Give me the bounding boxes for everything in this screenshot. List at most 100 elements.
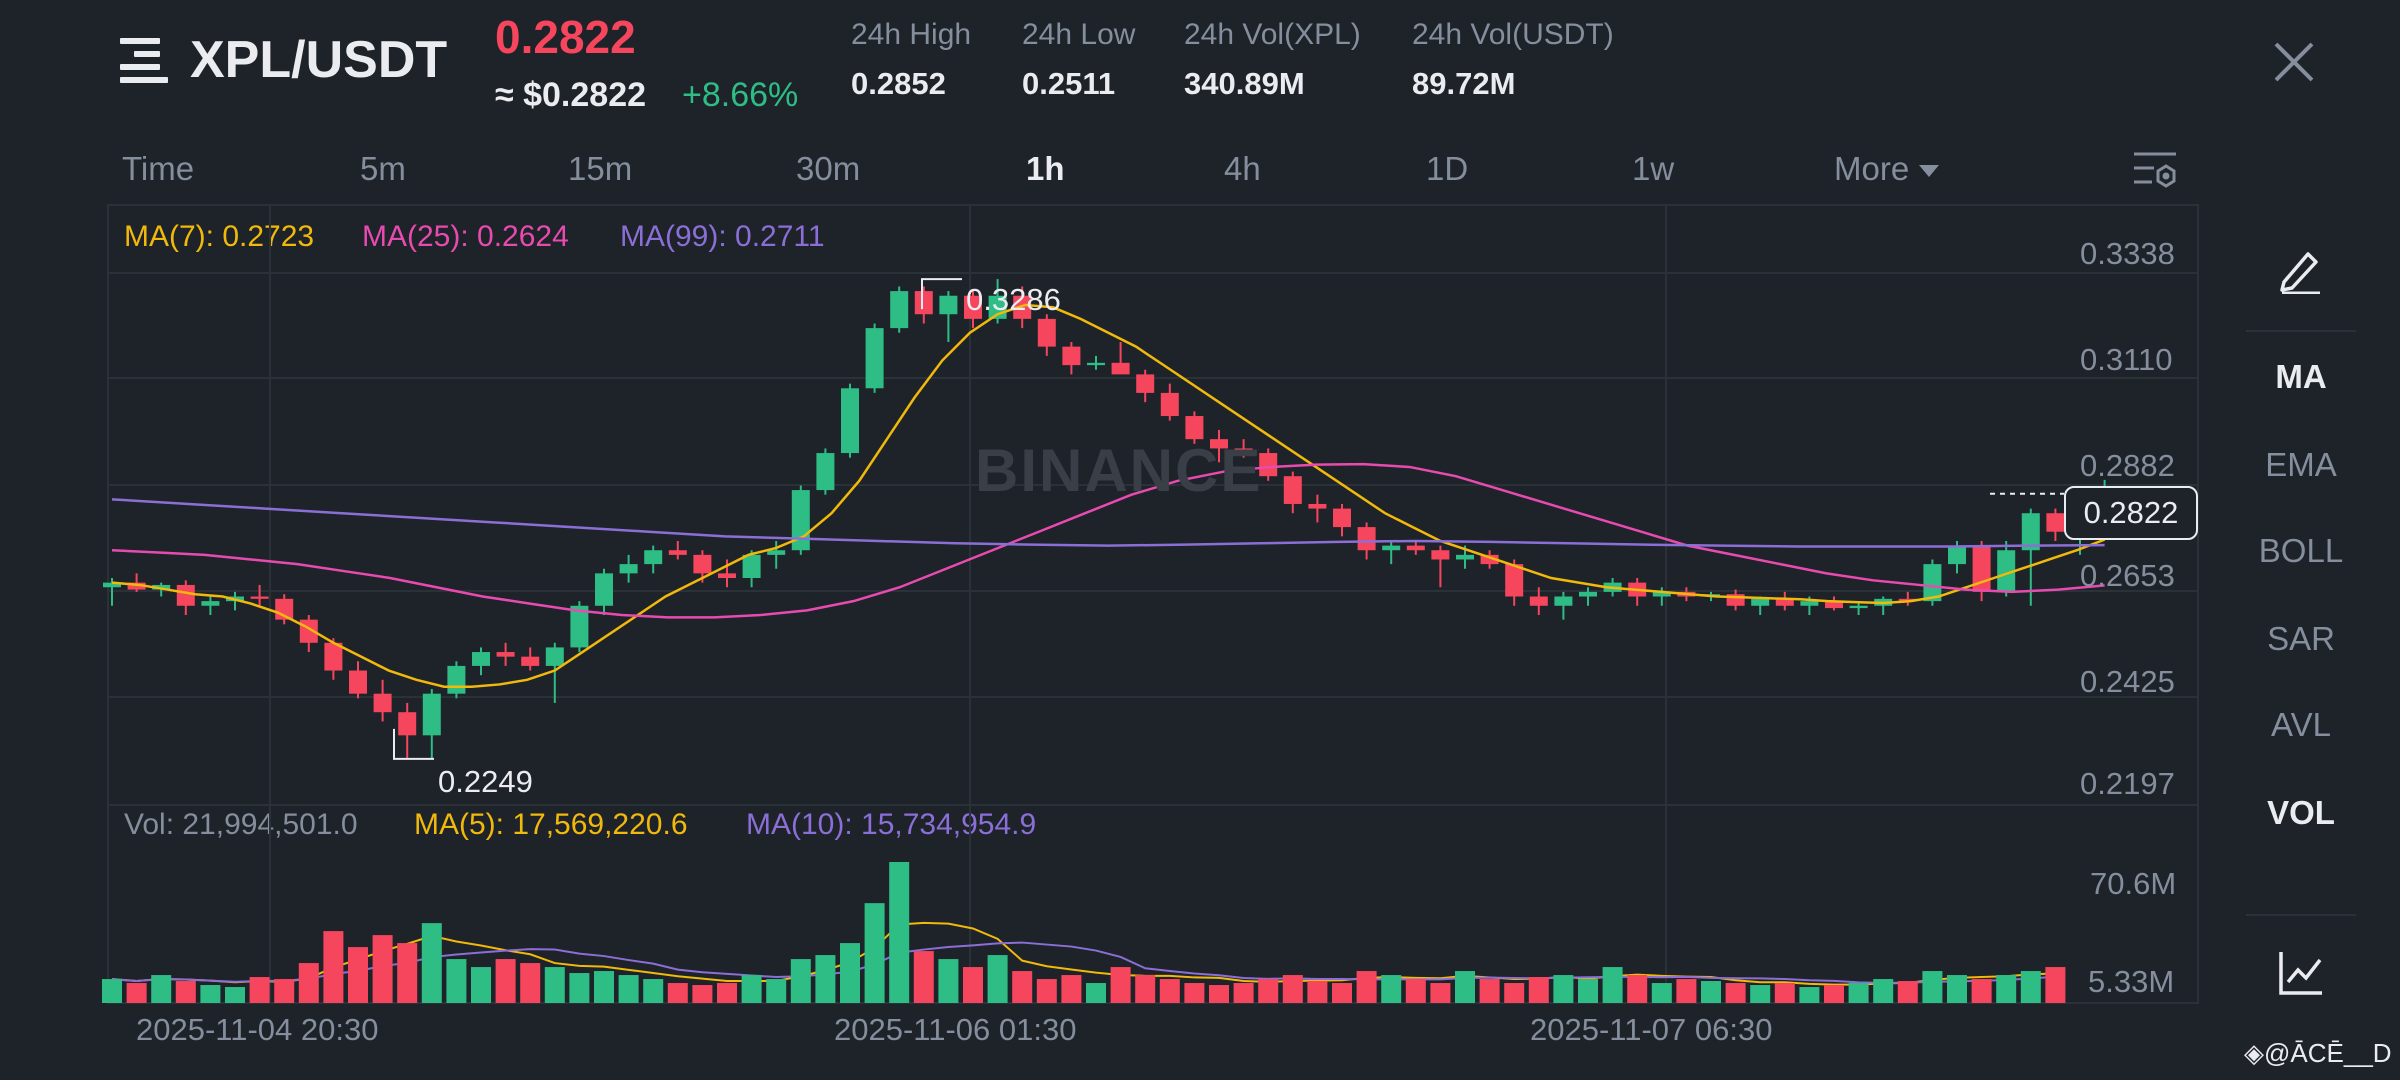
candle-body: [127, 582, 146, 590]
candle-body: [1726, 594, 1745, 606]
candle-body: [841, 388, 859, 454]
tab-1h[interactable]: 1h: [1026, 150, 1065, 187]
candle-body: [373, 693, 392, 713]
volume-bar: [889, 862, 910, 1003]
candle-body: [1480, 554, 1499, 565]
trading-pair[interactable]: XPL/USDT: [190, 31, 448, 89]
volume-bar: [1897, 981, 1918, 1003]
volume-bar: [1996, 975, 2017, 1003]
candle-body: [1751, 598, 1770, 606]
candle-body: [1431, 550, 1450, 560]
candle-body: [545, 647, 564, 666]
candle-body: [693, 554, 712, 574]
tab-4h[interactable]: 4h: [1224, 150, 1261, 187]
candle-body: [1111, 362, 1130, 375]
candle-body: [1382, 545, 1401, 551]
usd-price: ≈ $0.2822: [495, 76, 647, 114]
tab-15m[interactable]: 15m: [568, 150, 633, 187]
indicator-boll[interactable]: BOLL: [2258, 532, 2344, 569]
volume-bar: [1455, 971, 1475, 1003]
volume-bar: [151, 975, 172, 1003]
indicator-ma[interactable]: MA: [2275, 358, 2327, 395]
line-chart-icon[interactable]: [2278, 950, 2324, 996]
tab-30m[interactable]: 30m: [796, 150, 861, 187]
volume-bar: [913, 951, 934, 1003]
candle-body: [2021, 513, 2040, 551]
volume-bar: [1430, 983, 1451, 1003]
y-tick: 0.2197: [2080, 766, 2175, 801]
y-tick: 0.2882: [2080, 448, 2175, 483]
volume-bar: [840, 943, 860, 1003]
credit-text: @ĀCĒ__D: [2264, 1038, 2392, 1068]
volume-bar: [1922, 971, 1943, 1003]
y-tick: 0.2653: [2080, 558, 2175, 593]
candle-body: [1529, 596, 1548, 606]
volume-bar: [1135, 975, 1156, 1003]
more-label: More: [1834, 150, 1910, 187]
tab-1d[interactable]: 1D: [1426, 150, 1469, 187]
candle-body: [767, 550, 786, 555]
low-marker-line: [393, 728, 434, 760]
volume-bar: [1159, 979, 1180, 1003]
candle-body: [472, 652, 490, 666]
chart-settings-icon[interactable]: [2132, 150, 2180, 196]
volume-bar: [126, 983, 147, 1003]
candle-body: [742, 554, 761, 579]
stat-value-low: 0.2511: [1022, 66, 1116, 101]
draw-pen-icon[interactable]: [2276, 246, 2326, 294]
y-tick: 0.3110: [2080, 342, 2173, 377]
price-change: +8.66%: [682, 76, 799, 114]
tab-more[interactable]: More: [1834, 150, 1940, 188]
indicator-sar[interactable]: SAR: [2267, 620, 2335, 657]
tab-5m[interactable]: 5m: [360, 150, 406, 187]
divider: [2246, 914, 2356, 916]
indicator-vol[interactable]: VOL: [2267, 794, 2335, 831]
candle-body: [1554, 596, 1573, 606]
candle-body: [1259, 453, 1278, 477]
volume-bar: [1012, 971, 1033, 1003]
volume-bar: [274, 979, 295, 1003]
candle-body: [1406, 545, 1425, 551]
candle-body: [890, 291, 909, 329]
candle-body: [1456, 554, 1474, 560]
legend-ma25: MA(25): 0.2624: [362, 220, 569, 253]
volume-bar: [569, 973, 590, 1003]
candle-body: [1210, 439, 1228, 449]
volume-bar: [2045, 967, 2066, 1003]
tab-time[interactable]: Time: [122, 150, 195, 187]
volume-bar: [1479, 979, 1500, 1003]
candle-body: [1234, 448, 1253, 454]
high-marker-line: [921, 278, 962, 310]
volume-bar: [1036, 979, 1057, 1003]
legend-ma99: MA(99): 0.2711: [620, 220, 825, 253]
volume-bar: [1061, 975, 1082, 1003]
indicator-avl[interactable]: AVL: [2271, 706, 2331, 743]
candle-body: [1185, 416, 1204, 440]
menu-icon[interactable]: [120, 38, 168, 84]
volume-bar: [1528, 977, 1549, 1003]
volume-bar: [766, 979, 787, 1003]
volume-bar: [495, 959, 516, 1003]
y-tick: 0.2425: [2080, 664, 2175, 699]
volume-bar: [1307, 981, 1328, 1003]
tab-1w[interactable]: 1w: [1632, 150, 1675, 187]
candle-body: [1037, 318, 1056, 347]
volume-bar: [717, 983, 737, 1003]
legend-ma7: MA(7): 0.2723: [124, 220, 315, 253]
volume-bar: [102, 979, 122, 1003]
stat-value-vol-xpl: 340.89M: [1184, 66, 1305, 101]
volume-bar: [446, 959, 467, 1003]
volume-bar: [1233, 983, 1254, 1003]
candle-body: [152, 584, 171, 590]
volume-bar: [1947, 975, 1967, 1003]
volume-bar: [692, 985, 713, 1003]
candle-body: [865, 328, 884, 389]
volume-bar: [1381, 975, 1402, 1003]
indicator-ema[interactable]: EMA: [2265, 446, 2337, 483]
volume-bar: [397, 943, 418, 1003]
stat-label-high: 24h High: [851, 18, 972, 51]
volume-bar: [1110, 967, 1131, 1003]
close-icon[interactable]: [2266, 34, 2322, 90]
volume-bar: [1332, 983, 1352, 1003]
